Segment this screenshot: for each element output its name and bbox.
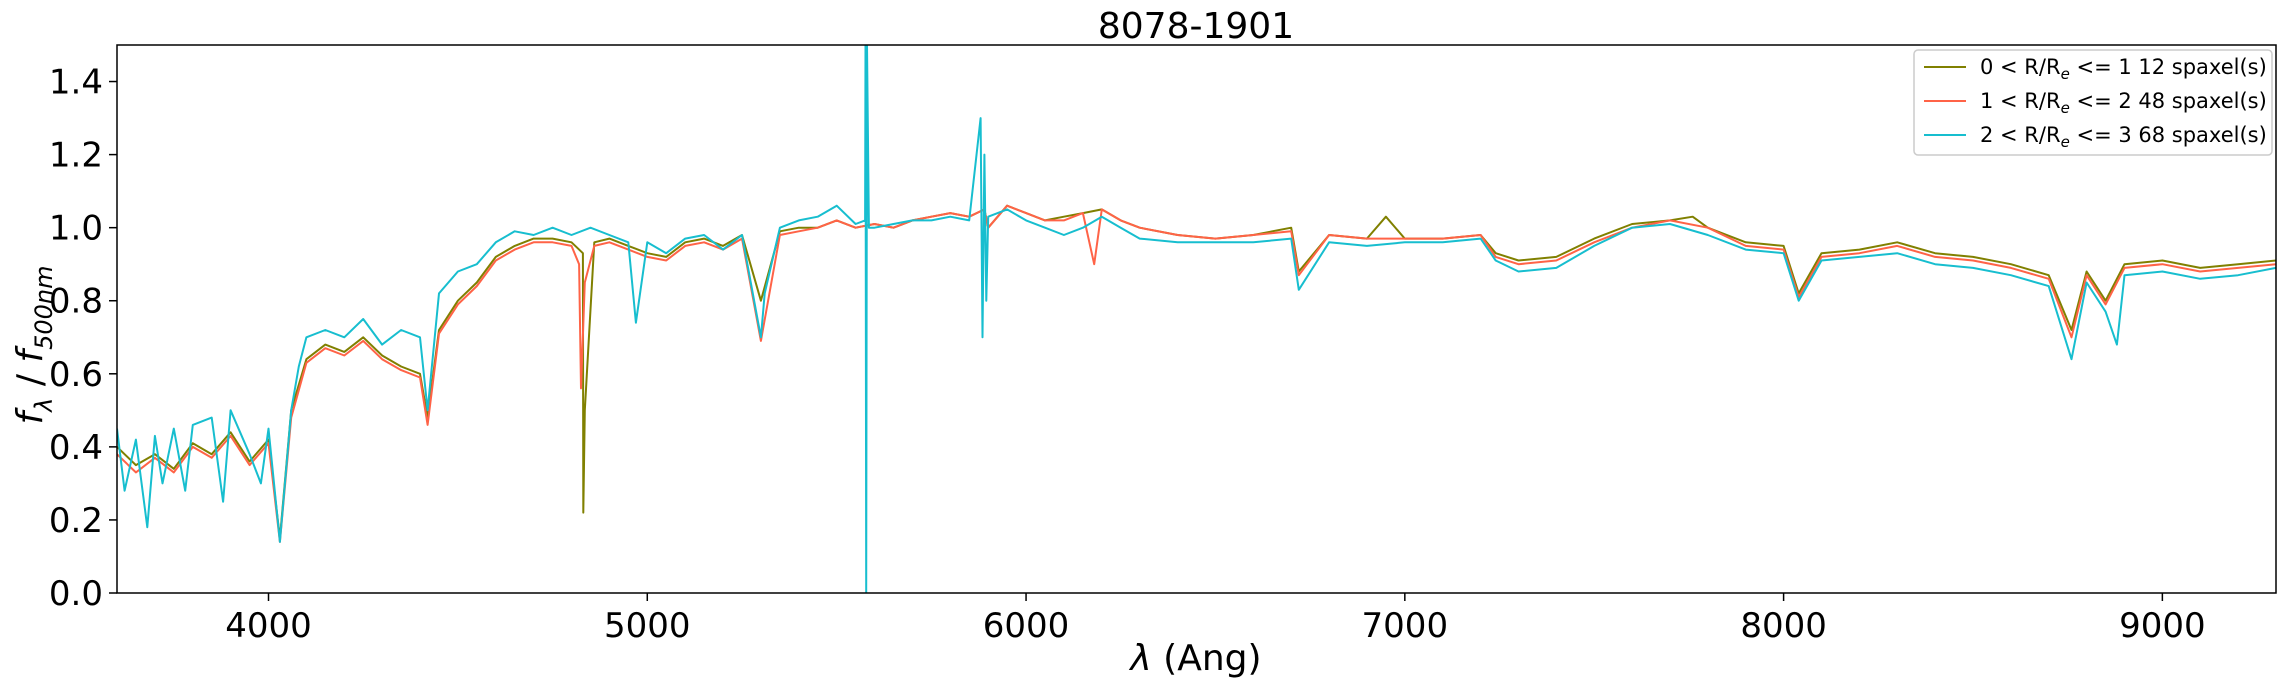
y-axis-label-sep: / <box>10 363 51 398</box>
legend-label-0-pre: 0 < R/R <box>1980 55 2061 79</box>
legend-label-1-post: <= 2 48 spaxel(s) <box>2070 89 2267 113</box>
x-tick-label-1: 5000 <box>604 606 691 646</box>
legend-label-1-sub: e <box>2061 99 2070 117</box>
y-tick-label-6: 1.2 <box>49 136 103 176</box>
y-tick-label-5: 1.0 <box>49 209 103 249</box>
x-axis-label-unit: (Ang) <box>1152 638 1262 679</box>
y-tick-label-4: 0.8 <box>49 282 103 322</box>
x-tick-label-4: 8000 <box>1740 606 1827 646</box>
x-axis-label-symbol: λ <box>1128 638 1151 679</box>
series-layer <box>117 45 2276 593</box>
legend-label-2-sub: e <box>2061 133 2070 151</box>
x-tick-label-3: 7000 <box>1362 606 1449 646</box>
y-tick-label-7: 1.4 <box>49 63 103 103</box>
plot-frame <box>116 44 2277 594</box>
series-line-1 <box>117 204 2276 543</box>
legend-label-0-sub: e <box>2061 65 2070 83</box>
y-axis-label-lambda: λ <box>30 398 58 414</box>
x-tick-label-2: 6000 <box>983 606 1070 646</box>
series-line-2 <box>117 45 2276 593</box>
legend-label-1: 1 < R/Re <= 2 48 spaxel(s) <box>1980 89 2267 117</box>
y-tick-label-3: 0.6 <box>49 355 103 395</box>
legend-label-0-post: <= 1 12 spaxel(s) <box>2070 55 2267 79</box>
legend-label-1-pre: 1 < R/R <box>1980 89 2061 113</box>
legend-label-2: 2 < R/Re <= 3 68 spaxel(s) <box>1980 123 2267 151</box>
legend-label-0: 0 < R/Re <= 1 12 spaxel(s) <box>1980 55 2267 83</box>
legend-box <box>1913 49 2273 156</box>
series-line-0 <box>117 204 2276 540</box>
chart-title: 8078-1901 <box>1098 6 1294 47</box>
x-axis-label: λ (Ang) <box>1128 638 1261 679</box>
x-tick-label-5: 9000 <box>2119 606 2206 646</box>
y-tick-label-2: 0.4 <box>49 428 103 468</box>
legend-label-2-post: <= 3 68 spaxel(s) <box>2070 123 2267 147</box>
y-axis-label: fλ / f500nm <box>10 266 58 425</box>
y-tick-label-0: 0.0 <box>49 574 103 614</box>
y-tick-label-1: 0.2 <box>49 501 103 541</box>
legend-label-2-pre: 2 < R/R <box>1980 123 2061 147</box>
tick-layer: 4000 5000 6000 7000 8000 9000 0.0 0.2 0.4 0.6 0.8 1… <box>49 63 2206 646</box>
legend: 0 < R/Re <= 1 12 spaxel(s) 1 < R/Re <= 2… <box>1913 49 2273 156</box>
x-tick-label-0: 4000 <box>225 606 312 646</box>
y-axis-label-sub: 500nm <box>30 266 58 350</box>
